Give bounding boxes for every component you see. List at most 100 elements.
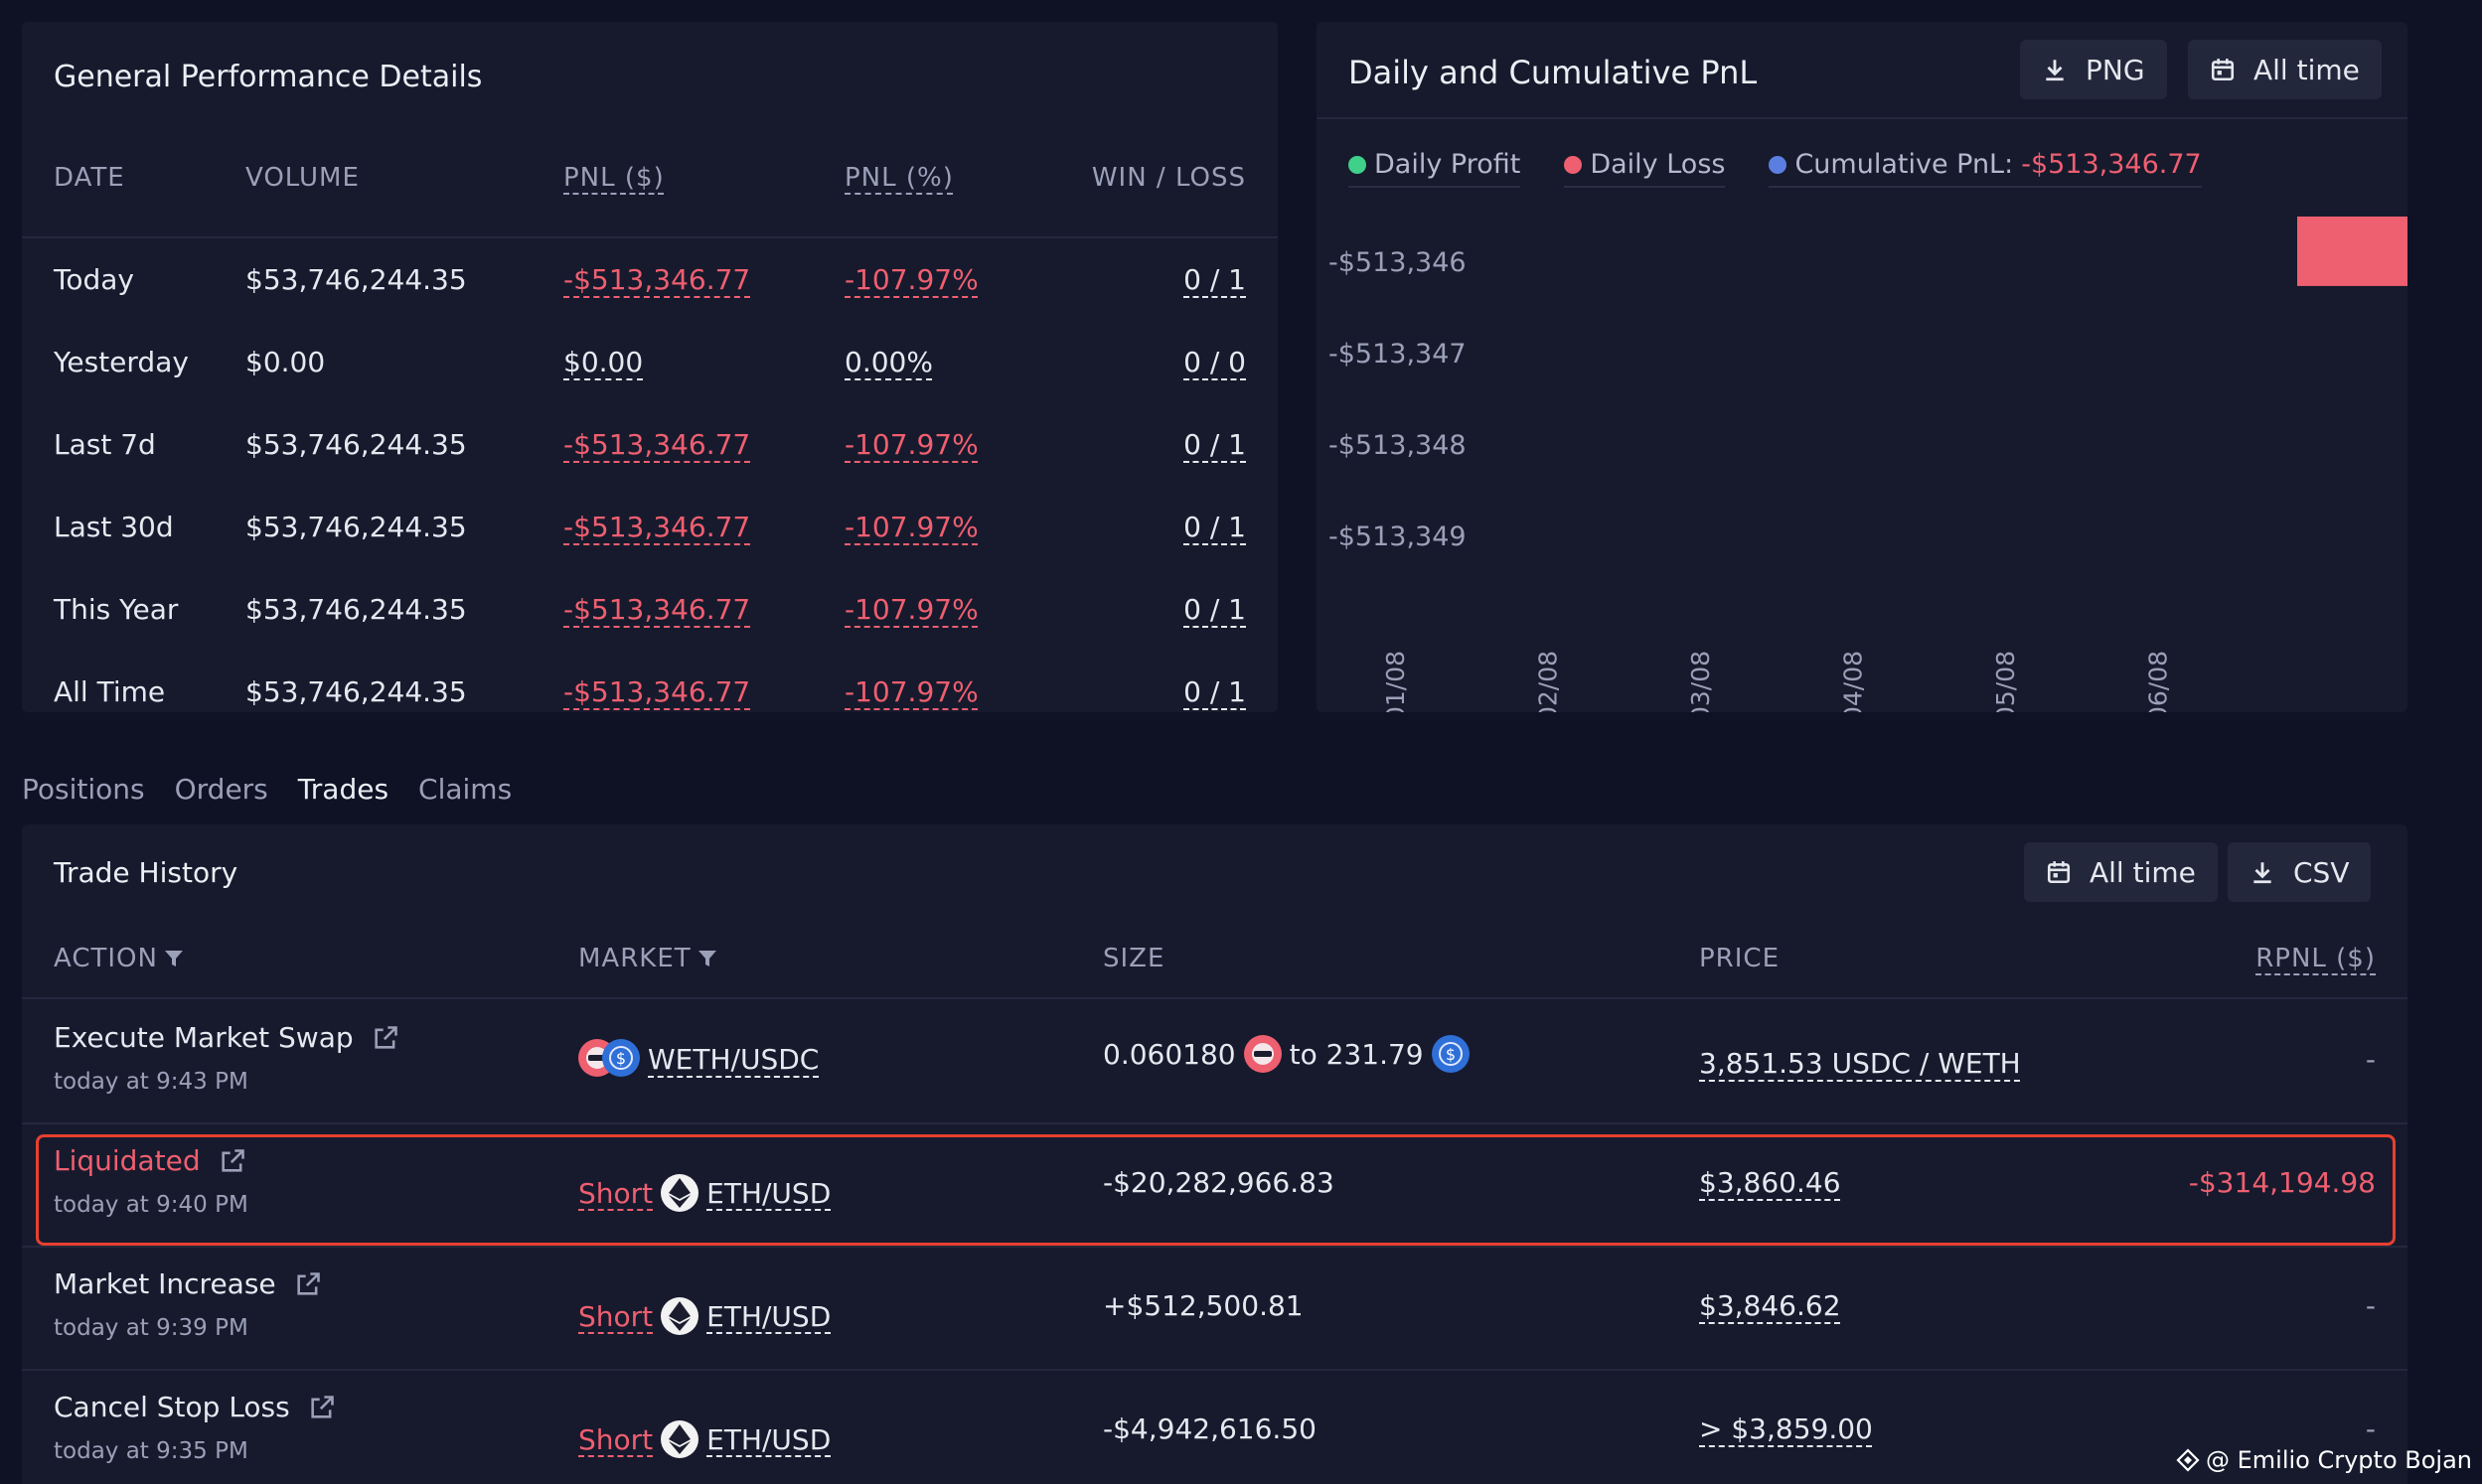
row-divider (22, 1369, 2407, 1371)
row-winloss[interactable]: 0 / 1 (1183, 263, 1246, 296)
trade-market-cell: Short ETH/USD (578, 1297, 831, 1335)
tab-claims[interactable]: Claims (418, 773, 513, 806)
trade-market[interactable]: ETH/USD (706, 1176, 832, 1210)
row-volume: $53,746,244.35 (245, 593, 467, 626)
legend-loss-label: Daily Loss (1590, 149, 1726, 180)
watermark-text: @ Emilio Crypto Bojan (2205, 1446, 2472, 1474)
filter-icon[interactable] (164, 949, 184, 968)
performance-panel: General Performance Details DATE VOLUME … (22, 22, 1278, 712)
filter-icon[interactable] (698, 949, 717, 968)
trade-market[interactable]: ETH/USD (706, 1299, 832, 1333)
chart-legend: Daily Profit Daily Loss Cumulative PnL: -… (1348, 149, 2202, 188)
watermark: @ Emilio Crypto Bojan (2176, 1446, 2472, 1474)
col-rpnl[interactable]: RPNL ($) (2255, 944, 2376, 973)
row-pnl-usd[interactable]: -$513,346.77 (563, 593, 751, 626)
x-tick-label: 03/08 (1686, 651, 1715, 712)
tab-trades[interactable]: Trades (297, 773, 389, 806)
png-label: PNG (2086, 53, 2145, 86)
trade-rpnl: - (2365, 1412, 2376, 1445)
row-pnl-usd[interactable]: -$513,346.77 (563, 428, 751, 461)
x-tick-label: 04/08 (1839, 651, 1868, 712)
trade-row[interactable]: Cancel Stop Loss today at 9:35 PM Short ETH… (22, 1369, 2407, 1484)
performance-header-row: DATE VOLUME PNL ($) PNL (%) WIN / LOSS (22, 151, 1278, 238)
trades-range-button[interactable]: All time (2024, 842, 2218, 902)
calendar-icon (2047, 861, 2071, 884)
tab-orders[interactable]: Orders (174, 773, 268, 806)
trade-price[interactable]: $3,860.46 (1699, 1166, 1841, 1199)
performance-row: Yesterday $0.00 $0.00 0.00% 0 / 0 (22, 321, 1278, 403)
trade-market[interactable]: WETH/USDC (648, 1043, 820, 1076)
row-winloss[interactable]: 0 / 1 (1183, 511, 1246, 543)
row-pnl-usd[interactable]: -$513,346.77 (563, 675, 751, 708)
col-market[interactable]: MARKET (578, 944, 717, 973)
row-winloss[interactable]: 0 / 1 (1183, 428, 1246, 461)
trade-size: +$512,500.81 (1103, 1289, 1304, 1322)
trade-history-title: Trade History (54, 856, 238, 889)
col-pnl-pct[interactable]: PNL (%) (845, 163, 954, 193)
y-tick-label: -$513,346 (1328, 247, 1467, 278)
row-pnl-usd[interactable]: $0.00 (563, 346, 644, 378)
col-winloss: WIN / LOSS (1091, 163, 1246, 193)
row-date: This Year (54, 593, 179, 626)
trade-price[interactable]: > $3,859.00 (1699, 1412, 1873, 1445)
external-link-icon[interactable] (372, 1024, 399, 1052)
x-tick-label: 05/08 (1991, 651, 2020, 712)
trade-price[interactable]: $3,846.62 (1699, 1289, 1841, 1322)
header-divider (22, 997, 2407, 999)
row-divider (22, 1246, 2407, 1248)
daily-loss-bar[interactable] (2297, 217, 2407, 286)
external-link-icon[interactable] (219, 1147, 246, 1175)
external-link-icon[interactable] (294, 1270, 322, 1298)
row-pnl-usd[interactable]: -$513,346.77 (563, 263, 751, 296)
row-volume: $53,746,244.35 (245, 675, 467, 708)
trade-size: -$20,282,966.83 (1103, 1166, 1334, 1199)
row-volume: $53,746,244.35 (245, 428, 467, 461)
y-tick-label: -$513,349 (1328, 521, 1467, 552)
x-tick-label: 01/08 (1381, 651, 1410, 712)
row-pnl-pct[interactable]: -107.97% (845, 675, 979, 708)
legend-cumulative-label: Cumulative PnL: (1794, 149, 2014, 180)
trade-size-cell: -$20,282,966.83 (1103, 1166, 1334, 1199)
row-pnl-usd[interactable]: -$513,346.77 (563, 511, 751, 543)
row-pnl-pct[interactable]: 0.00% (845, 346, 933, 378)
tab-bar: Positions Orders Trades Claims (22, 773, 512, 806)
tab-positions[interactable]: Positions (22, 773, 145, 806)
chart-title: Daily and Cumulative PnL (1348, 54, 1758, 91)
chart-range-label: All time (2253, 53, 2360, 86)
trade-row[interactable]: Execute Market Swap today at 9:43 PM $ WETH… (22, 999, 2407, 1122)
trade-row[interactable]: Liquidated today at 9:40 PM Short ETH/USD -$… (22, 1122, 2407, 1246)
row-winloss[interactable]: 0 / 0 (1183, 346, 1246, 378)
eth-icon (661, 1297, 699, 1335)
row-pnl-pct[interactable]: -107.97% (845, 511, 979, 543)
png-download-button[interactable]: PNG (2020, 40, 2167, 99)
legend-cumulative[interactable]: Cumulative PnL: -$513,346.77 (1769, 149, 2202, 188)
row-pnl-pct[interactable]: -107.97% (845, 428, 979, 461)
diamond-logo-icon (2176, 1448, 2200, 1472)
trade-price[interactable]: 3,851.53 USDC / WETH (1699, 1047, 2021, 1080)
trades-range-label: All time (2090, 855, 2196, 889)
legend-daily-loss[interactable]: Daily Loss (1564, 149, 1726, 188)
col-action[interactable]: ACTION (54, 944, 184, 973)
row-date: All Time (54, 675, 166, 708)
row-date: Last 30d (54, 511, 174, 543)
performance-row: This Year $53,746,244.35 -$513,346.77 -107.… (22, 568, 1278, 651)
external-link-icon[interactable] (308, 1394, 336, 1421)
row-date: Yesterday (54, 346, 189, 378)
trade-size-cell: +$512,500.81 (1103, 1289, 1304, 1322)
row-winloss[interactable]: 0 / 1 (1183, 593, 1246, 626)
col-pnl-usd[interactable]: PNL ($) (563, 163, 665, 193)
row-volume: $0.00 (245, 346, 326, 378)
trade-market[interactable]: ETH/USD (706, 1422, 832, 1456)
trade-side: Short (578, 1422, 654, 1456)
trade-row[interactable]: Market Increase today at 9:39 PM Short ETH/… (22, 1246, 2407, 1369)
csv-label: CSV (2293, 855, 2350, 889)
download-icon (2046, 60, 2064, 81)
row-pnl-pct[interactable]: -107.97% (845, 263, 979, 296)
csv-download-button[interactable]: CSV (2228, 842, 2372, 902)
row-winloss[interactable]: 0 / 1 (1183, 675, 1246, 708)
legend-cumulative-value: -$513,346.77 (2021, 149, 2202, 180)
chart-range-button[interactable]: All time (2188, 40, 2382, 99)
row-pnl-pct[interactable]: -107.97% (845, 593, 979, 626)
trade-side: Short (578, 1299, 654, 1333)
legend-daily-profit[interactable]: Daily Profit (1348, 149, 1521, 188)
